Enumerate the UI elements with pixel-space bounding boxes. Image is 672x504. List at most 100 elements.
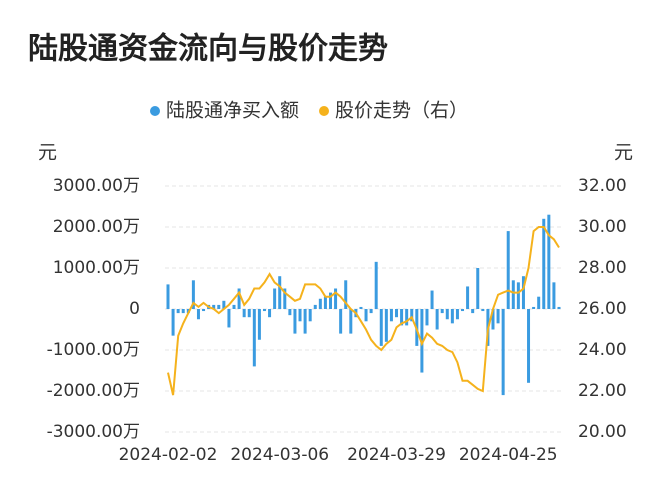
bar (445, 309, 449, 320)
bar (374, 261, 378, 309)
legend-label: 陆股通净买入额 (166, 100, 299, 122)
y2-tick-label: 30.00 (578, 217, 627, 237)
bar (527, 309, 531, 383)
x-tick-label: 2024-03-29 (347, 445, 446, 465)
bar (313, 304, 317, 309)
bar (521, 276, 525, 309)
bar (420, 309, 424, 373)
bar (196, 309, 200, 320)
bar (384, 309, 388, 342)
bar (262, 309, 266, 312)
bar (506, 231, 510, 309)
bar (268, 309, 272, 318)
y2-tick-label: 20.00 (578, 422, 627, 442)
x-tick-label: 2024-04-25 (459, 445, 558, 465)
legend-marker (150, 106, 160, 116)
bar (481, 309, 485, 312)
bar (389, 309, 393, 322)
bar (455, 309, 459, 320)
bar (450, 309, 454, 324)
bar (252, 309, 256, 367)
y-tick-label: 1000.00万 (53, 258, 140, 278)
bar (328, 292, 332, 309)
y-unit: 元 (38, 142, 57, 164)
bar (237, 288, 241, 309)
bar (278, 276, 282, 309)
bar (496, 309, 500, 324)
x-tick-label: 2024-03-06 (230, 445, 329, 465)
bar (435, 309, 439, 330)
bar (491, 309, 495, 330)
bar (364, 309, 368, 322)
bar (547, 214, 551, 309)
bar (466, 286, 470, 309)
bar (405, 309, 409, 326)
bar (425, 309, 429, 326)
y2-tick-label: 28.00 (578, 258, 627, 278)
bar (257, 309, 261, 340)
bar (227, 309, 231, 328)
bar (283, 288, 287, 309)
bar (471, 309, 475, 314)
y2-unit: 元 (614, 142, 633, 164)
bar (298, 309, 302, 322)
bar (516, 282, 520, 309)
bar (400, 309, 404, 326)
bar (232, 304, 236, 309)
legend-marker (319, 106, 330, 116)
bar (511, 280, 515, 309)
x-tick-label: 2024-02-02 (119, 445, 218, 465)
bar (308, 309, 312, 322)
bar (369, 309, 373, 314)
bar (339, 309, 343, 334)
bar (410, 309, 414, 322)
bar (476, 268, 480, 309)
y2-tick-label: 22.00 (578, 381, 627, 401)
bar (242, 309, 246, 318)
bar (501, 309, 505, 396)
y-tick-label: 3000.00万 (53, 176, 140, 196)
bar (344, 280, 348, 309)
bar (171, 309, 175, 336)
bar (430, 290, 434, 309)
bar (191, 280, 195, 309)
bar (217, 304, 221, 309)
bar (166, 284, 170, 309)
chart-title: 陆股通资金流向与股价走势 (28, 32, 388, 67)
bar (552, 282, 556, 309)
y-tick-label: -1000.00万 (47, 340, 140, 360)
bar (532, 306, 536, 309)
legend-label: 股价走势（右） (335, 100, 468, 122)
bar (181, 309, 185, 314)
bar (537, 296, 541, 309)
y-tick-label: 0 (129, 299, 140, 319)
y2-tick-label: 32.00 (578, 176, 627, 196)
bar (176, 309, 180, 314)
y2-tick-label: 24.00 (578, 340, 627, 360)
bar (318, 298, 322, 309)
bar (323, 296, 327, 309)
bar (247, 309, 251, 318)
bar (202, 309, 206, 312)
y-tick-label: -3000.00万 (47, 422, 140, 442)
bar (440, 309, 444, 314)
bar (557, 306, 561, 309)
bar (349, 309, 353, 334)
bar (222, 300, 226, 309)
bar (334, 288, 338, 309)
bar (461, 309, 465, 312)
bar (542, 218, 546, 309)
bar (212, 304, 216, 309)
y-tick-label: -2000.00万 (47, 381, 140, 401)
bar (395, 309, 399, 318)
bar (303, 309, 307, 334)
bar (293, 309, 297, 334)
y-tick-label: 2000.00万 (53, 217, 140, 237)
bar (288, 309, 292, 316)
y2-tick-label: 26.00 (578, 299, 627, 319)
bar (273, 288, 277, 309)
bar (359, 306, 363, 309)
bar (379, 309, 383, 346)
price-line (167, 226, 560, 396)
